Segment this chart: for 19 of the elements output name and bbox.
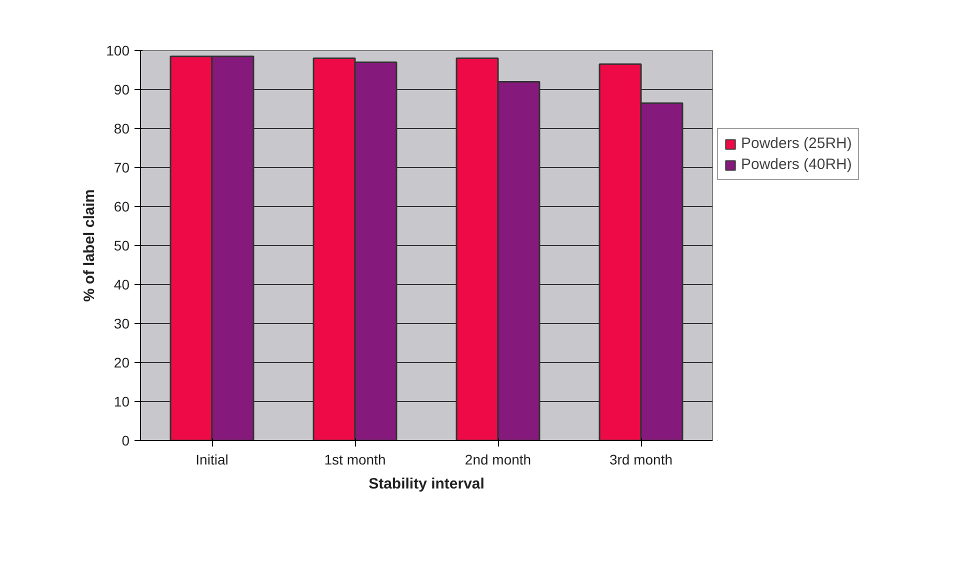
y-tick-label: 0 (122, 432, 130, 448)
y-tick-label: 60 (114, 198, 130, 214)
y-tick-label: 30 (114, 316, 130, 332)
y-tick-label: 40 (114, 276, 130, 292)
y-tick-label: 80 (114, 120, 130, 136)
y-tick-label: 90 (114, 82, 130, 98)
y-tick-label: 70 (114, 160, 130, 176)
x-tick-label: 1st month (324, 452, 386, 468)
x-tick-label: 3rd month (609, 452, 673, 468)
legend-label: Powders (25RH) (741, 135, 852, 152)
x-tick-label: Initial (196, 452, 228, 468)
y-tick-label: 50 (114, 238, 130, 254)
y-axis-title: % of label claim (81, 189, 98, 302)
y-tick-label: 20 (114, 354, 130, 370)
y-tick-label: 100 (106, 42, 130, 58)
legend-label: Powders (40RH) (741, 156, 852, 173)
x-axis-title: Stability interval (368, 476, 484, 492)
y-tick-label: 10 (114, 394, 130, 410)
x-tick-label: 2nd month (464, 452, 532, 468)
